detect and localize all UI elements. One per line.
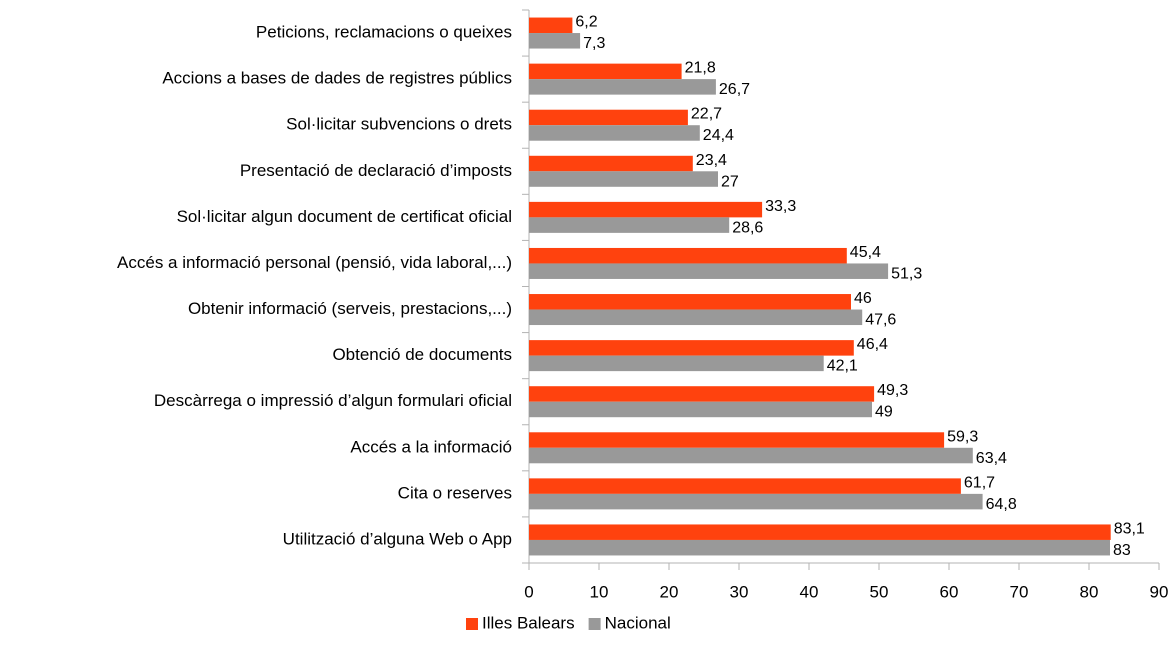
value-label: 28,6 — [732, 219, 763, 236]
value-label: 64,8 — [986, 496, 1017, 513]
x-tick-label: 60 — [940, 582, 959, 601]
category-label: Sol·licitar subvencions o drets — [286, 115, 512, 134]
bar — [529, 201, 763, 218]
value-label: 63,4 — [976, 450, 1007, 467]
value-label: 47,6 — [865, 312, 896, 329]
value-label: 49 — [875, 404, 893, 421]
value-label: 49,3 — [877, 382, 908, 399]
bar — [529, 432, 945, 448]
bar — [529, 309, 863, 326]
category-label: Accions a bases de dades de registres pú… — [162, 69, 512, 88]
value-label: 22,7 — [691, 106, 722, 123]
bar — [529, 263, 889, 279]
x-tick-label: 0 — [524, 582, 533, 601]
bar — [529, 63, 682, 80]
value-label: 33,3 — [765, 198, 796, 215]
bar — [529, 155, 693, 172]
x-tick-label: 70 — [1010, 582, 1029, 601]
category-label: Presentació de declaració d’imposts — [240, 161, 512, 180]
category-label: Accés a la informació — [350, 437, 512, 456]
value-label: 61,7 — [964, 474, 995, 491]
category-label: Cita o reserves — [398, 483, 512, 502]
x-tick-label: 50 — [870, 582, 889, 601]
legend-label: Nacional — [605, 613, 671, 632]
value-label: 46,4 — [857, 336, 888, 353]
x-tick-label: 10 — [590, 582, 609, 601]
bar — [529, 79, 716, 95]
bar — [529, 125, 700, 141]
bar — [529, 478, 961, 494]
value-label: 83,1 — [1114, 520, 1145, 537]
x-tick-label: 90 — [1150, 582, 1169, 601]
value-label: 23,4 — [696, 152, 727, 169]
bar — [529, 217, 730, 233]
value-label: 27 — [721, 173, 739, 190]
bar — [529, 171, 718, 187]
value-label: 59,3 — [947, 428, 978, 445]
category-label: Descàrrega o impressió d’algun formulari… — [154, 391, 512, 410]
value-label: 6,2 — [575, 14, 597, 31]
bar — [529, 401, 872, 418]
category-label: Peticions, reclamacions o queixes — [256, 23, 512, 42]
category-label: Obtenir informació (serveis, prestacions… — [188, 299, 512, 318]
bar — [529, 493, 983, 510]
bar — [529, 386, 875, 402]
category-label: Sol·licitar algun document de certificat… — [177, 207, 512, 226]
value-label: 45,4 — [850, 244, 881, 261]
bar — [529, 340, 854, 356]
category-label: Accés a informació personal (pensió, vid… — [117, 253, 512, 272]
bar — [529, 109, 688, 126]
x-tick-label: 40 — [800, 582, 819, 601]
bar — [529, 447, 973, 464]
x-tick-label: 20 — [660, 582, 679, 601]
bar — [529, 524, 1111, 540]
bar — [529, 247, 847, 264]
bar — [529, 539, 1110, 556]
value-label: 83 — [1113, 542, 1131, 559]
bar — [529, 17, 573, 34]
category-label: Obtenció de documents — [332, 345, 512, 364]
legend-swatch — [466, 618, 478, 630]
value-label: 7,3 — [583, 35, 605, 52]
value-label: 26,7 — [719, 81, 750, 98]
bar — [529, 355, 824, 372]
legend-swatch — [588, 618, 601, 630]
value-label: 24,4 — [703, 127, 734, 144]
value-label: 21,8 — [685, 60, 716, 77]
x-tick-label: 80 — [1080, 582, 1099, 601]
bar — [529, 33, 581, 49]
legend-label: Illes Balears — [482, 613, 575, 632]
category-label: Utilització d’alguna Web o App — [283, 529, 512, 548]
x-tick-label: 30 — [730, 582, 749, 601]
bar — [529, 294, 851, 310]
value-label: 46 — [854, 290, 872, 307]
value-label: 42,1 — [827, 358, 858, 375]
value-label: 51,3 — [891, 265, 922, 282]
